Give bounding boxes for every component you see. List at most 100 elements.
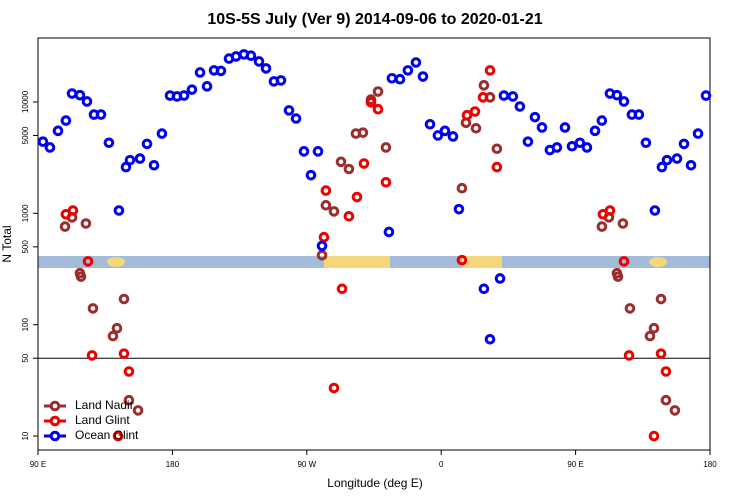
- point: [477, 92, 489, 103]
- point: [372, 86, 384, 97]
- point: [618, 256, 630, 267]
- point: [461, 109, 473, 121]
- point: [633, 109, 645, 120]
- point: [484, 333, 496, 345]
- point: [559, 122, 571, 133]
- point: [298, 146, 310, 157]
- point: [37, 136, 49, 147]
- point: [74, 89, 86, 101]
- point: [678, 138, 690, 150]
- point: [60, 115, 72, 126]
- point: [245, 50, 257, 62]
- y-tick-label: 1000: [21, 204, 30, 222]
- land-blob: [649, 257, 667, 267]
- point: [514, 101, 526, 112]
- point: [95, 109, 107, 120]
- point: [215, 65, 227, 77]
- point: [536, 122, 548, 133]
- x-axis-label: Longitude (deg E): [327, 476, 422, 490]
- point: [494, 273, 506, 284]
- point: [655, 293, 667, 305]
- point: [320, 200, 332, 211]
- point: [566, 140, 578, 152]
- land-blob: [462, 256, 502, 268]
- point: [305, 169, 317, 181]
- point: [402, 65, 414, 76]
- point: [103, 137, 115, 149]
- point: [82, 256, 94, 267]
- point: [201, 81, 213, 92]
- point: [336, 283, 348, 295]
- point: [123, 394, 135, 406]
- legend-marker: [49, 430, 61, 442]
- point: [469, 106, 481, 117]
- land-blob: [324, 256, 390, 268]
- point: [59, 221, 71, 232]
- point: [156, 128, 168, 139]
- x-tick-label: 90 E: [567, 460, 583, 469]
- point: [134, 153, 146, 164]
- legend-marker: [49, 400, 61, 412]
- point: [123, 366, 135, 377]
- point: [660, 394, 672, 406]
- point: [380, 176, 392, 188]
- point: [118, 293, 130, 305]
- point: [661, 154, 673, 166]
- point: [372, 103, 384, 115]
- x-tick-label: 180: [166, 460, 180, 469]
- point: [148, 159, 160, 171]
- point: [596, 115, 608, 126]
- point: [67, 205, 79, 216]
- point: [432, 130, 444, 141]
- point: [260, 63, 272, 74]
- point: [365, 97, 377, 108]
- point: [669, 405, 681, 416]
- point: [456, 254, 468, 266]
- point: [111, 322, 123, 334]
- point: [75, 271, 87, 282]
- point: [644, 330, 656, 342]
- point: [522, 136, 534, 147]
- point: [358, 158, 370, 169]
- point: [574, 137, 586, 149]
- y-axis-label: N Total: [0, 225, 14, 262]
- point: [671, 153, 683, 164]
- point: [107, 330, 119, 342]
- point: [194, 67, 206, 78]
- point: [328, 382, 340, 394]
- point: [316, 240, 328, 252]
- point: [87, 303, 99, 314]
- legend-label: Land Glint: [75, 413, 130, 427]
- point: [491, 161, 503, 173]
- legend-label: Ocean Glint: [75, 428, 139, 442]
- y-tick-label: 50: [21, 353, 30, 362]
- point: [648, 430, 660, 442]
- point: [478, 80, 490, 91]
- point: [394, 73, 406, 85]
- point: [343, 211, 355, 222]
- point: [132, 405, 144, 416]
- point: [507, 91, 519, 102]
- point: [275, 75, 287, 86]
- point: [453, 203, 465, 215]
- point: [491, 143, 503, 155]
- point: [141, 138, 153, 150]
- legend-label: Land Nadir: [75, 398, 134, 412]
- y-tick-label: 10: [21, 431, 30, 440]
- point: [478, 283, 490, 295]
- point: [328, 206, 340, 217]
- point: [44, 142, 56, 153]
- point: [656, 161, 668, 173]
- point: [611, 89, 623, 101]
- point: [320, 185, 332, 196]
- land-blob: [107, 257, 125, 267]
- point: [551, 142, 563, 153]
- point: [604, 205, 616, 216]
- point: [623, 350, 635, 361]
- x-tick-label: 0: [439, 460, 444, 469]
- x-tick-label: 180: [703, 460, 717, 469]
- x-tick-label: 90 E: [30, 460, 46, 469]
- point: [581, 142, 593, 153]
